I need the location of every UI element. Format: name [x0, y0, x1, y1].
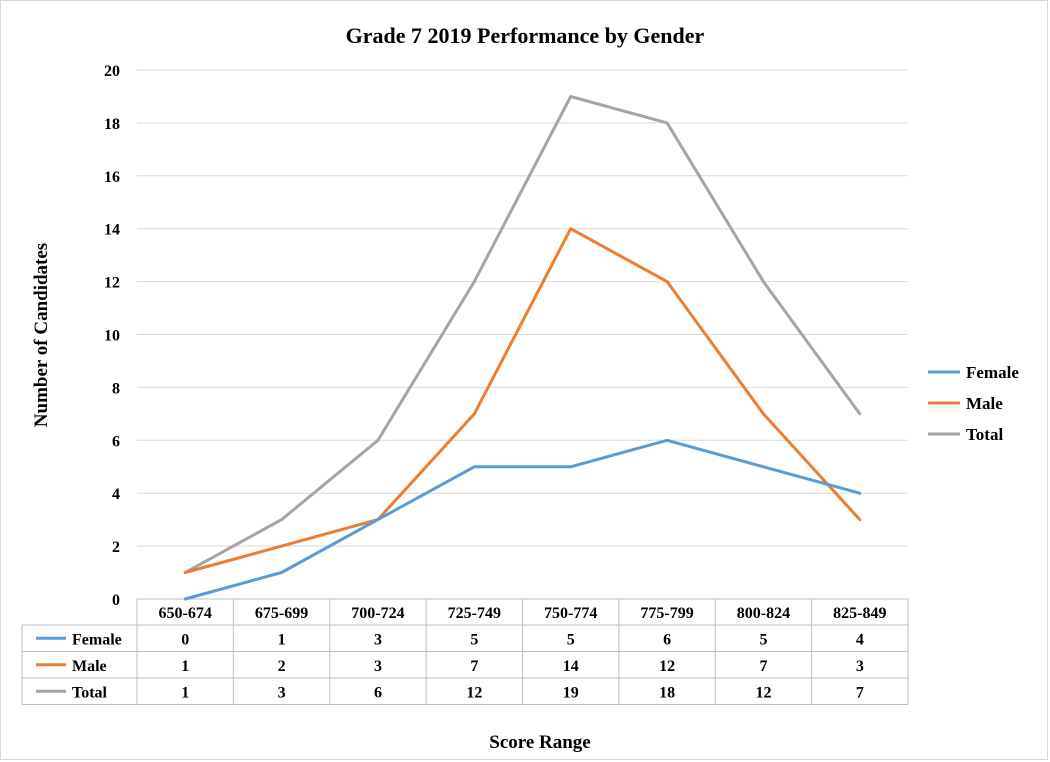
- table-cell: 5: [470, 631, 478, 648]
- x-tick-label: 700-724: [351, 605, 404, 622]
- y-tick-label: 8: [112, 380, 120, 397]
- data-table: 650-674 675-699 700-724 725-749 750-774 775-7…: [21, 599, 909, 705]
- y-axis-ticks: 0 2 4 6 8 10 12 14 16 18 20: [104, 63, 120, 609]
- series-lines: [183, 95, 862, 601]
- x-axis-label: Score Range: [489, 732, 591, 753]
- table-cell: 6: [663, 631, 671, 648]
- x-tick-label: 825-849: [833, 605, 886, 622]
- series-line-male: [183, 227, 862, 574]
- table-cell: 12: [755, 684, 771, 701]
- y-tick-label: 18: [104, 116, 120, 133]
- table-cell: 1: [278, 631, 286, 648]
- series-line-female: [183, 438, 862, 601]
- table-cell: 7: [470, 658, 478, 675]
- series-line-total: [183, 95, 862, 574]
- table-cell: 19: [563, 684, 579, 701]
- table-cell: 3: [374, 658, 382, 675]
- chart-title: Grade 7 2019 Performance by Gender: [346, 23, 705, 48]
- x-tick-label: 675-699: [255, 605, 308, 622]
- legend-label: Total: [966, 425, 1003, 444]
- table-cell: 12: [466, 684, 482, 701]
- legend-label: Female: [966, 363, 1019, 382]
- table-cell: 5: [759, 631, 767, 648]
- y-tick-label: 20: [104, 63, 120, 80]
- y-tick-label: 6: [112, 433, 120, 450]
- y-axis-label: Number of Candidates: [31, 243, 52, 427]
- table-cell: 1: [181, 658, 189, 675]
- table-cell: 1: [181, 684, 189, 701]
- x-tick-label: 750-774: [544, 605, 597, 622]
- table-cell: 3: [856, 658, 864, 675]
- table-cell: 6: [374, 684, 382, 701]
- x-tick-label: 725-749: [448, 605, 501, 622]
- table-cell: 3: [278, 684, 286, 701]
- table-cell: 7: [856, 684, 864, 701]
- y-tick-label: 12: [104, 275, 120, 292]
- table-cell: 5: [567, 631, 575, 648]
- table-row-label: Male: [72, 658, 107, 675]
- x-tick-label: 800-824: [737, 605, 790, 622]
- y-tick-label: 10: [104, 328, 120, 345]
- table-cell: 14: [563, 658, 579, 675]
- table-cell: 12: [659, 658, 675, 675]
- table-cell: 7: [759, 658, 767, 675]
- y-tick-label: 16: [104, 169, 120, 186]
- table-cell: 4: [856, 631, 864, 648]
- legend-label: Male: [966, 394, 1003, 413]
- table-cell: 0: [181, 631, 189, 648]
- x-tick-label: 650-674: [159, 605, 212, 622]
- y-tick-label: 14: [104, 222, 120, 239]
- x-tick-label: 775-799: [640, 605, 693, 622]
- y-tick-label: 0: [112, 592, 120, 609]
- gridlines: [137, 69, 908, 600]
- table-cell: 18: [659, 684, 675, 701]
- table-cell: 3: [374, 631, 382, 648]
- legend: Female Male Total: [928, 363, 1019, 444]
- y-tick-label: 2: [112, 539, 120, 556]
- y-tick-label: 4: [112, 486, 120, 503]
- table-cell: 2: [278, 658, 286, 675]
- table-row-label: Total: [72, 684, 108, 701]
- table-row-label: Female: [72, 631, 122, 648]
